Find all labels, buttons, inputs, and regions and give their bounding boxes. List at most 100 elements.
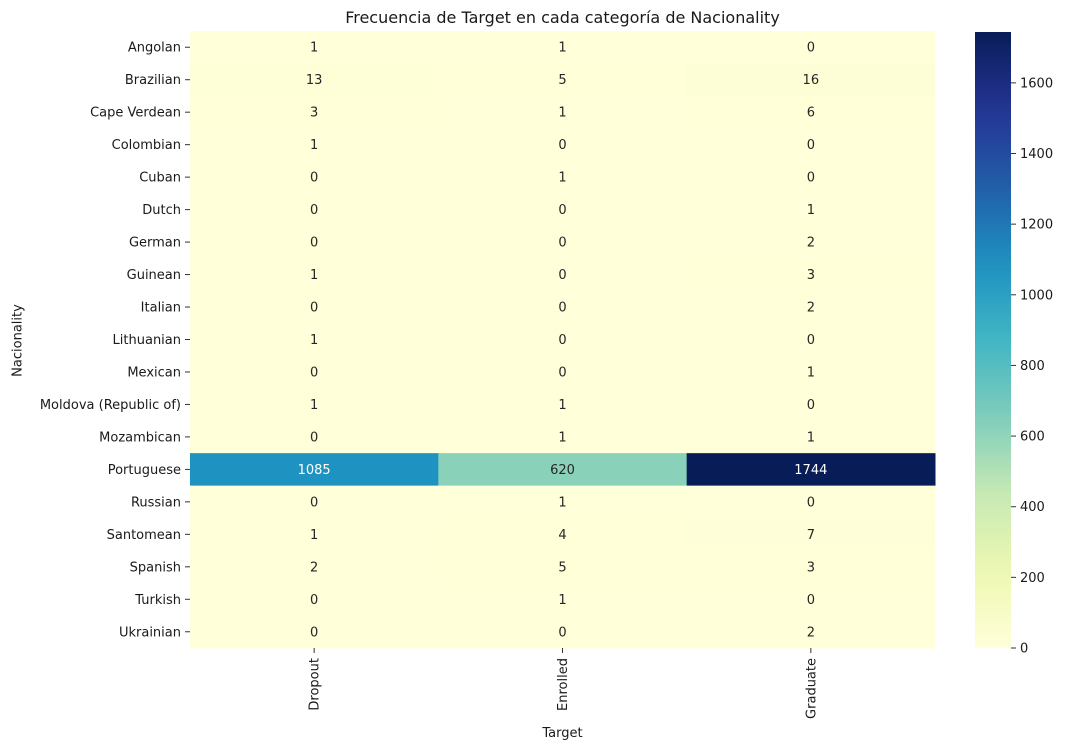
cell-value-label: 0 bbox=[310, 625, 318, 640]
heatmap-cell bbox=[190, 290, 439, 324]
cell-value-label: 2 bbox=[807, 236, 815, 251]
cell-value-label: 0 bbox=[807, 138, 815, 153]
heatmap-cell bbox=[190, 453, 439, 487]
heatmap-cell bbox=[190, 420, 439, 454]
heatmap-cell bbox=[686, 95, 936, 129]
cell-value-label: 5 bbox=[558, 73, 566, 88]
cell-value-label: 1 bbox=[310, 138, 318, 153]
cell-value-label: 1 bbox=[558, 171, 566, 186]
heatmap-cell bbox=[190, 160, 439, 194]
cell-value-label: 0 bbox=[310, 301, 318, 316]
cell-value-label: 1 bbox=[807, 203, 815, 218]
x-tick-label: Enrolled bbox=[556, 658, 571, 711]
heatmap-cell bbox=[438, 31, 688, 64]
heatmap-cell bbox=[438, 63, 688, 97]
heatmap-cell bbox=[438, 615, 688, 649]
cell-value-label: 1 bbox=[310, 41, 318, 56]
cell-value-label: 0 bbox=[558, 625, 566, 640]
y-tick-label: Dutch bbox=[142, 203, 181, 218]
cell-value-label: 1 bbox=[310, 333, 318, 348]
cell-value-label: 0 bbox=[558, 365, 566, 380]
y-tick-label: Lithuanian bbox=[113, 333, 181, 348]
colorbar-tick-label: 800 bbox=[1020, 359, 1045, 374]
colorbar-tick-label: 1600 bbox=[1020, 76, 1053, 91]
heatmap-cell bbox=[438, 550, 688, 584]
cell-value-label: 7 bbox=[807, 528, 815, 543]
cell-value-label: 0 bbox=[558, 268, 566, 283]
cell-value-label: 1 bbox=[807, 430, 815, 445]
heatmap-cell bbox=[686, 193, 936, 227]
heatmap-cell bbox=[438, 160, 688, 194]
cell-value-label: 1 bbox=[558, 398, 566, 413]
cell-value-label: 1 bbox=[310, 268, 318, 283]
heatmap-cell bbox=[438, 388, 688, 422]
y-axis-label: Nacionality bbox=[10, 304, 26, 377]
cell-value-label: 0 bbox=[310, 203, 318, 218]
cell-value-label: 13 bbox=[306, 73, 323, 88]
heatmap-cell bbox=[190, 550, 439, 584]
cell-value-label: 0 bbox=[807, 41, 815, 56]
heatmap-cell bbox=[686, 420, 936, 454]
heatmap-cell bbox=[438, 323, 688, 357]
y-tick-label: Brazilian bbox=[125, 73, 181, 88]
cell-value-label: 0 bbox=[310, 495, 318, 510]
colorbar-tick-label: 1400 bbox=[1020, 147, 1053, 162]
y-tick-label: Cape Verdean bbox=[90, 106, 181, 121]
heatmap-cell bbox=[438, 518, 688, 552]
heatmap-cell bbox=[438, 355, 688, 389]
y-tick-label: Russian bbox=[131, 495, 181, 510]
y-tick-label: Moldova (Republic of) bbox=[40, 398, 181, 413]
heatmap-cell bbox=[438, 95, 688, 129]
cell-value-label: 0 bbox=[558, 203, 566, 218]
y-tick-label: Cuban bbox=[139, 171, 181, 186]
heatmap-cell bbox=[686, 63, 936, 97]
heatmap-cell bbox=[686, 485, 936, 519]
cell-value-label: 1 bbox=[807, 365, 815, 380]
colorbar-tick-label: 1200 bbox=[1020, 218, 1053, 233]
heatmap-cell bbox=[686, 615, 936, 649]
heatmap-cell bbox=[190, 95, 439, 129]
colorbar bbox=[975, 32, 1011, 648]
y-tick-label: Mozambican bbox=[99, 430, 181, 445]
y-tick-label: Italian bbox=[141, 301, 181, 316]
cell-value-label: 0 bbox=[558, 138, 566, 153]
heatmap-cell bbox=[686, 550, 936, 584]
heatmap-cell bbox=[190, 63, 439, 97]
cell-value-label: 2 bbox=[807, 301, 815, 316]
cell-value-label: 1 bbox=[558, 495, 566, 510]
heatmap-cell bbox=[686, 290, 936, 324]
y-tick-label: Ukrainian bbox=[119, 625, 181, 640]
heatmap-cell bbox=[190, 355, 439, 389]
heatmap-cell bbox=[438, 485, 688, 519]
heatmap-cell bbox=[686, 453, 936, 487]
cell-value-label: 0 bbox=[558, 236, 566, 251]
cell-value-label: 2 bbox=[310, 560, 318, 575]
y-tick-label: Colombian bbox=[112, 138, 181, 153]
colorbar-tick-label: 200 bbox=[1020, 571, 1045, 586]
cell-value-label: 0 bbox=[807, 593, 815, 608]
heatmap-cell bbox=[438, 225, 688, 259]
y-tick-label: Angolan bbox=[128, 41, 181, 56]
heatmap-cell bbox=[686, 323, 936, 357]
cell-value-label: 1 bbox=[558, 430, 566, 445]
heatmap-cell bbox=[190, 225, 439, 259]
heatmap-cell bbox=[190, 583, 439, 617]
heatmap-cell bbox=[686, 160, 936, 194]
heatmap-cell bbox=[190, 258, 439, 292]
y-tick-label: Spanish bbox=[130, 560, 181, 575]
cell-value-label: 620 bbox=[550, 463, 575, 478]
colorbar-tick-label: 400 bbox=[1020, 500, 1045, 515]
colorbar-tick-label: 1000 bbox=[1020, 288, 1053, 303]
cell-value-label: 0 bbox=[807, 171, 815, 186]
heatmap-cell bbox=[190, 31, 439, 64]
cell-value-label: 1 bbox=[310, 398, 318, 413]
heatmap-cell bbox=[438, 453, 688, 487]
cell-value-label: 16 bbox=[803, 73, 820, 88]
cell-value-label: 6 bbox=[807, 106, 815, 121]
y-tick-label: Turkish bbox=[134, 593, 181, 608]
heatmap-cell bbox=[190, 485, 439, 519]
cell-value-label: 1 bbox=[558, 593, 566, 608]
heatmap-cell bbox=[686, 518, 936, 552]
cell-value-label: 0 bbox=[807, 495, 815, 510]
cell-value-label: 0 bbox=[558, 333, 566, 348]
